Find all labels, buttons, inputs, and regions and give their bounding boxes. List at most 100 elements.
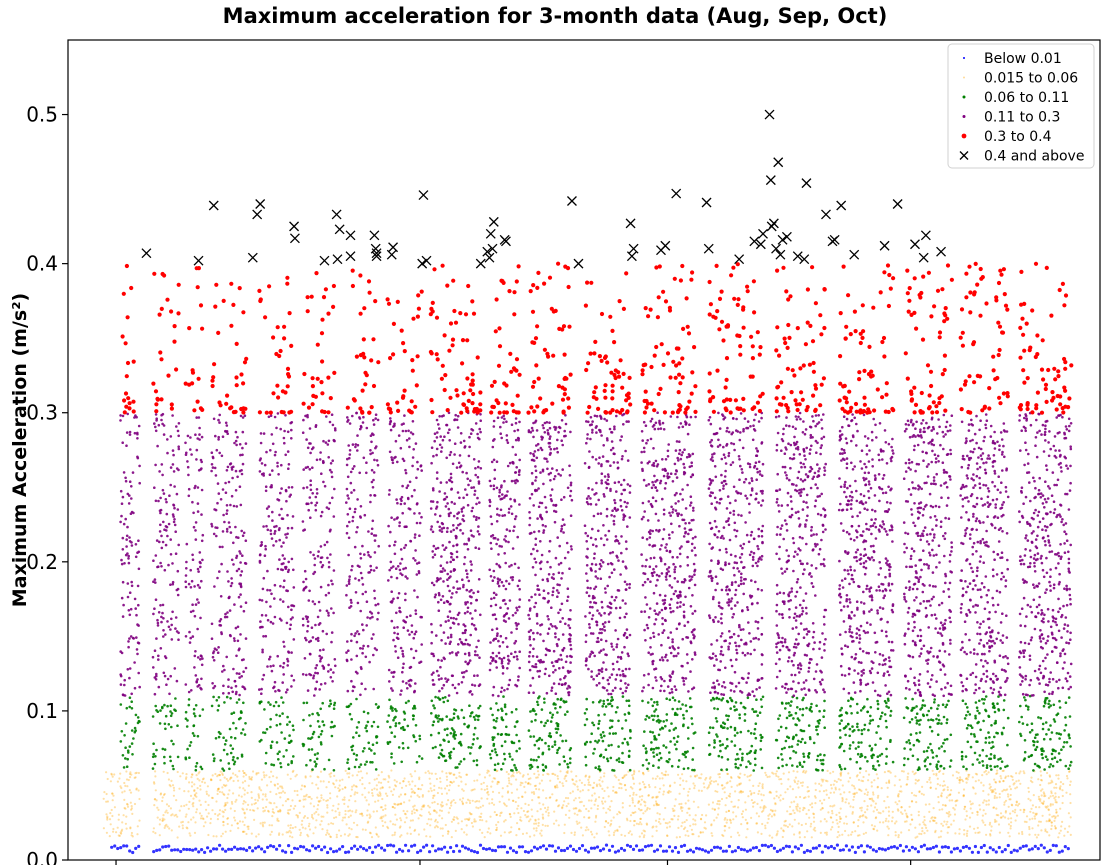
data-point bbox=[691, 850, 696, 854]
data-point bbox=[946, 845, 951, 850]
data-point bbox=[1014, 787, 1017, 790]
data-point bbox=[332, 783, 335, 786]
data-point bbox=[448, 771, 451, 775]
data-point bbox=[366, 809, 369, 812]
data-point bbox=[869, 719, 872, 722]
data-point bbox=[792, 749, 795, 753]
data-point bbox=[673, 804, 676, 808]
data-point bbox=[656, 703, 659, 706]
data-point bbox=[687, 790, 690, 793]
data-point bbox=[1045, 850, 1049, 854]
data-point bbox=[1069, 816, 1072, 819]
data-point bbox=[530, 808, 533, 811]
data-point bbox=[419, 849, 423, 853]
data-point bbox=[883, 848, 888, 852]
data-point bbox=[713, 707, 716, 710]
data-point bbox=[275, 776, 278, 779]
data-point bbox=[589, 846, 594, 850]
data-point bbox=[645, 822, 648, 825]
data-point bbox=[460, 820, 463, 823]
data-point bbox=[556, 748, 559, 752]
data-point bbox=[1007, 775, 1010, 778]
data-point bbox=[624, 719, 628, 722]
data-point bbox=[964, 805, 967, 808]
data-point bbox=[445, 778, 449, 781]
data-point bbox=[801, 707, 805, 711]
data-point bbox=[1060, 825, 1063, 828]
data-point bbox=[515, 778, 518, 781]
data-point bbox=[517, 796, 520, 799]
data-point bbox=[193, 734, 196, 737]
data-point bbox=[1054, 817, 1057, 820]
data-point bbox=[596, 804, 600, 807]
data-point bbox=[981, 764, 985, 767]
data-point bbox=[105, 813, 108, 816]
data-point bbox=[131, 753, 134, 756]
data-point bbox=[893, 784, 896, 787]
data-point bbox=[1019, 732, 1022, 736]
data-point bbox=[552, 822, 556, 825]
data-point bbox=[257, 833, 260, 836]
data-point bbox=[549, 735, 553, 738]
data-point bbox=[305, 763, 308, 767]
data-point bbox=[546, 719, 549, 722]
data-point bbox=[642, 773, 645, 776]
data-point bbox=[557, 824, 560, 827]
data-point bbox=[534, 819, 537, 822]
data-point bbox=[188, 744, 192, 747]
data-point bbox=[130, 485, 133, 488]
data-point bbox=[453, 737, 457, 740]
data-point bbox=[188, 756, 191, 759]
data-point bbox=[554, 727, 558, 731]
data-point bbox=[866, 805, 869, 808]
data-point bbox=[113, 773, 116, 776]
data-point bbox=[390, 790, 393, 793]
data-point bbox=[219, 759, 222, 762]
data-point bbox=[844, 829, 847, 833]
data-point bbox=[325, 833, 328, 836]
data-point bbox=[726, 727, 729, 730]
data-point bbox=[738, 748, 742, 751]
data-point bbox=[413, 704, 416, 708]
data-point bbox=[538, 796, 541, 799]
data-point bbox=[1052, 815, 1055, 818]
data-point bbox=[338, 779, 341, 782]
data-point bbox=[622, 848, 627, 852]
data-point bbox=[659, 822, 662, 825]
data-point bbox=[283, 557, 286, 560]
data-point bbox=[442, 700, 446, 704]
data-point bbox=[725, 796, 728, 800]
data-point bbox=[232, 792, 235, 795]
data-point bbox=[1029, 799, 1032, 802]
data-point bbox=[521, 775, 525, 778]
data-point bbox=[680, 805, 683, 809]
data-point bbox=[844, 801, 847, 804]
data-point bbox=[798, 719, 801, 722]
data-point bbox=[264, 793, 267, 796]
data-point bbox=[338, 789, 341, 793]
data-point bbox=[734, 701, 738, 704]
data-point bbox=[515, 720, 518, 724]
data-point bbox=[963, 807, 966, 811]
data-point bbox=[418, 795, 421, 799]
data-point bbox=[739, 790, 742, 793]
data-point bbox=[841, 800, 844, 803]
data-point bbox=[654, 708, 658, 711]
data-point bbox=[610, 844, 615, 848]
data-point bbox=[816, 732, 819, 736]
data-point bbox=[333, 774, 336, 778]
data-point bbox=[503, 803, 507, 806]
data-point bbox=[219, 498, 223, 501]
data-point bbox=[215, 847, 219, 851]
data-point bbox=[652, 751, 655, 754]
data-point bbox=[857, 825, 860, 828]
data-point bbox=[155, 672, 158, 676]
data-point bbox=[125, 770, 128, 773]
data-point bbox=[465, 833, 468, 836]
data-point bbox=[664, 774, 667, 777]
data-point bbox=[302, 816, 305, 819]
data-point bbox=[809, 737, 812, 741]
data-point bbox=[913, 847, 918, 851]
data-point bbox=[721, 833, 724, 837]
data-point bbox=[937, 704, 940, 707]
